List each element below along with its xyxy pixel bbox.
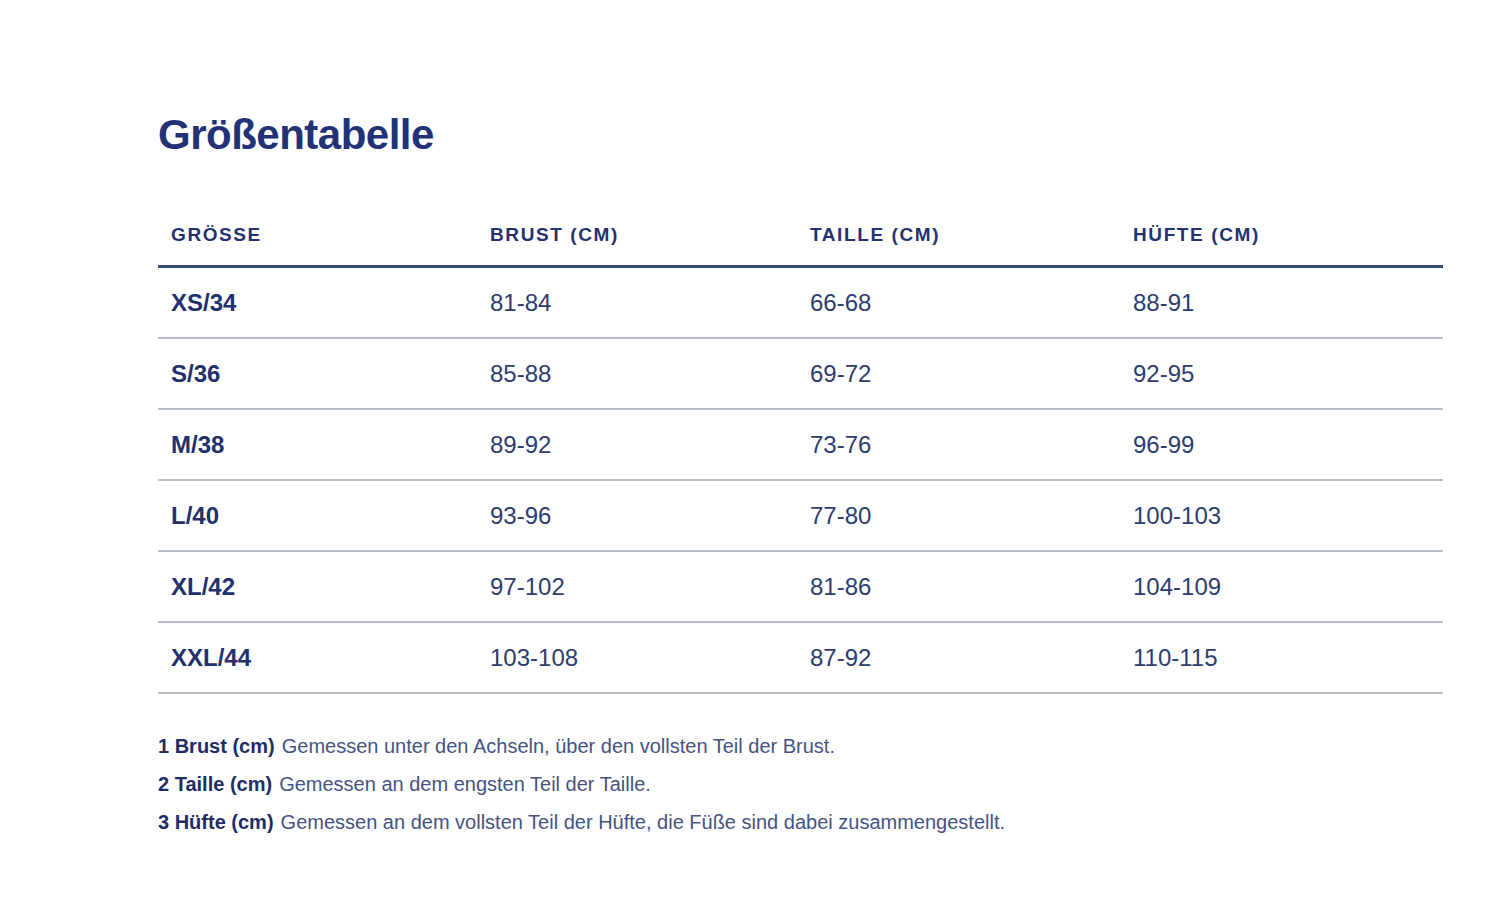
table-row: S/36 85-88 69-72 92-95	[158, 339, 1443, 410]
size-table: GRÖSSE BRUST (CM) TAILLE (CM) HÜFTE (CM)…	[158, 224, 1443, 694]
measurement-footnotes: 1 Brust (cm) Gemessen unter den Achseln, …	[158, 727, 1258, 841]
huefte-value: 104-109	[1133, 573, 1443, 601]
footnote-label: 2 Taille (cm)	[158, 773, 272, 795]
table-row: XS/34 81-84 66-68 88-91	[158, 268, 1443, 339]
huefte-value: 92-95	[1133, 360, 1443, 388]
page-title: Größentabelle	[158, 112, 434, 158]
brust-value: 89-92	[490, 431, 810, 459]
table-row: L/40 93-96 77-80 100-103	[158, 481, 1443, 552]
taille-value: 66-68	[810, 289, 1133, 317]
size-label: S/36	[158, 360, 490, 388]
footnote-text: Gemessen an dem vollsten Teil der Hüfte,…	[281, 811, 1005, 833]
footnote-label: 3 Hüfte (cm)	[158, 811, 274, 833]
size-label: XL/42	[158, 573, 490, 601]
footnote-text: Gemessen an dem engsten Teil der Taille.	[279, 773, 651, 795]
taille-value: 73-76	[810, 431, 1133, 459]
column-header-huefte: HÜFTE (CM)	[1133, 224, 1443, 246]
huefte-value: 110-115	[1133, 644, 1443, 672]
taille-value: 77-80	[810, 502, 1133, 530]
size-label: M/38	[158, 431, 490, 459]
brust-value: 85-88	[490, 360, 810, 388]
brust-value: 93-96	[490, 502, 810, 530]
footnote-text: Gemessen unter den Achseln, über den vol…	[282, 735, 835, 757]
taille-value: 81-86	[810, 573, 1133, 601]
column-header-groesse: GRÖSSE	[158, 224, 490, 246]
huefte-value: 100-103	[1133, 502, 1443, 530]
taille-value: 69-72	[810, 360, 1133, 388]
brust-value: 103-108	[490, 644, 810, 672]
column-header-taille: TAILLE (CM)	[810, 224, 1133, 246]
size-label: XS/34	[158, 289, 490, 317]
size-label: XXL/44	[158, 644, 490, 672]
huefte-value: 96-99	[1133, 431, 1443, 459]
footnote-huefte: 3 Hüfte (cm) Gemessen an dem vollsten Tei…	[158, 803, 1258, 841]
table-row: XL/42 97-102 81-86 104-109	[158, 552, 1443, 623]
footnote-taille: 2 Taille (cm) Gemessen an dem engsten Tei…	[158, 765, 1258, 803]
brust-value: 81-84	[490, 289, 810, 317]
brust-value: 97-102	[490, 573, 810, 601]
table-row: M/38 89-92 73-76 96-99	[158, 410, 1443, 481]
huefte-value: 88-91	[1133, 289, 1443, 317]
footnote-label: 1 Brust (cm)	[158, 735, 275, 757]
footnote-brust: 1 Brust (cm) Gemessen unter den Achseln, …	[158, 727, 1258, 765]
column-header-brust: BRUST (CM)	[490, 224, 810, 246]
size-label: L/40	[158, 502, 490, 530]
table-row: XXL/44 103-108 87-92 110-115	[158, 623, 1443, 694]
taille-value: 87-92	[810, 644, 1133, 672]
table-header-row: GRÖSSE BRUST (CM) TAILLE (CM) HÜFTE (CM)	[158, 224, 1443, 268]
